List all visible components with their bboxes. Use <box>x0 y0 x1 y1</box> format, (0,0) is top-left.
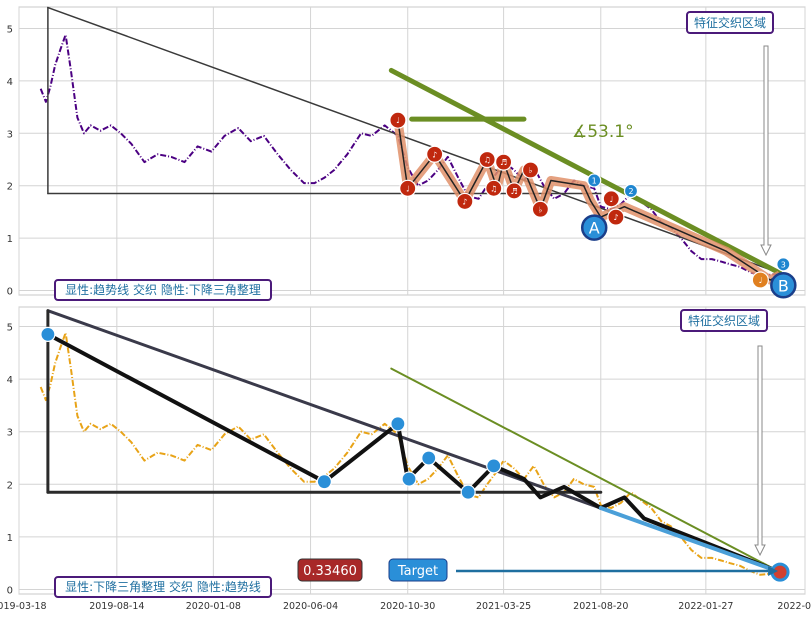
pivot-marker-label: ♪ <box>613 213 618 222</box>
price-badge-label: 0.33460 <box>303 564 357 579</box>
pivot-marker <box>505 182 523 200</box>
pivot-marker-label: ♫ <box>490 184 497 193</box>
angle-label: ∡53.1° <box>572 122 634 142</box>
price-badge <box>297 558 363 582</box>
zigzag-line <box>46 332 781 574</box>
chart-panel-top: 012345♩♩♪♪♫♫♬♬♭♭♩♪♩123AB∡53.1°特征交织区域显性:趋… <box>7 6 806 301</box>
zone-label-text: 特征交织区域 <box>688 313 760 328</box>
pivot-marker <box>421 450 437 466</box>
pivot-marker <box>401 471 417 487</box>
y-tick-label: 4 <box>7 77 13 88</box>
pivot-marker-label: 2 <box>628 187 633 196</box>
zone-arrow <box>754 345 766 557</box>
target-badge-label: Target <box>397 564 438 579</box>
y-tick-label: 1 <box>7 533 13 544</box>
y-tick-label: 2 <box>7 182 13 193</box>
pivot-marker-label: ♪ <box>432 150 437 159</box>
y-tick-label: 2 <box>7 480 13 491</box>
pivot-marker <box>399 179 417 197</box>
legend-box <box>54 279 272 301</box>
pivot-marker <box>316 474 332 490</box>
pivot-marker-label: ♬ <box>511 187 518 196</box>
pivot-marker-label: ♫ <box>484 156 491 165</box>
zigzag-line <box>397 120 781 281</box>
series-line-0 <box>39 331 781 576</box>
trendline-3 <box>388 67 783 276</box>
trendline-3 <box>390 367 782 574</box>
x-tick-label: 2019-03-18 <box>0 601 47 612</box>
pivot-marker-label: ♩ <box>396 116 400 125</box>
pivot-marker <box>521 161 540 179</box>
plot-frame <box>18 6 806 296</box>
pivot-marker <box>623 183 639 199</box>
pivot-marker <box>40 326 56 342</box>
pivot-marker <box>426 145 444 163</box>
y-tick-label: 1 <box>7 234 13 245</box>
big-marker <box>580 214 608 241</box>
big-marker-label: B <box>778 276 789 295</box>
x-tick-label: 2020-10-30 <box>380 601 435 612</box>
legend-text: 显性:趋势线 交织 隐性:下降三角整理 <box>65 282 261 297</box>
pivot-marker <box>776 257 791 272</box>
x-tick-label: 2021-03-25 <box>476 601 531 612</box>
zone-label-box <box>686 11 774 34</box>
pivot-marker-label: ♩ <box>609 195 613 204</box>
pivot-marker <box>485 179 503 197</box>
pivot-marker <box>495 153 513 171</box>
pivot-marker <box>486 458 502 474</box>
pivot-marker-label: 1 <box>592 176 597 185</box>
zone-arrow <box>760 45 772 257</box>
pivot-marker <box>389 111 407 129</box>
pivot-marker <box>607 208 625 226</box>
pivot-marker-label: ♭ <box>529 166 533 175</box>
y-tick-label: 3 <box>7 129 13 140</box>
pivot-marker <box>602 190 620 208</box>
y-tick-label: 5 <box>7 25 13 36</box>
trendline-0 <box>47 6 781 274</box>
x-tick-label: 2022-01-27 <box>678 601 733 612</box>
pivot-marker-label: ♬ <box>500 158 507 167</box>
zone-label-box <box>680 309 768 332</box>
pivot-marker <box>478 150 496 169</box>
pivot-marker-label: ♭ <box>538 205 542 214</box>
pivot-marker <box>390 416 406 432</box>
pivot-marker <box>587 173 602 188</box>
legend-text: 显性:下降三角整理 交织 隐性:趋势线 <box>65 579 261 594</box>
y-tick-label: 4 <box>7 375 13 386</box>
pivot-marker-label: 3 <box>781 260 786 269</box>
y-tick-label: 0 <box>7 287 13 298</box>
zigzag-final-leg <box>598 505 783 575</box>
big-marker-label: A <box>589 219 600 238</box>
x-tick-label: 2022-06-27 <box>777 601 811 612</box>
pivot-marker <box>531 200 549 218</box>
target-badge <box>388 558 448 582</box>
pivot-marker-label: ♩ <box>406 184 410 193</box>
zone-label-text: 特征交织区域 <box>694 15 766 30</box>
x-tick-label: 2019-08-14 <box>89 601 144 612</box>
pivot-marker-label: ♩ <box>758 276 762 285</box>
pivot-marker <box>751 271 769 289</box>
pivot-marker <box>456 192 474 211</box>
target-arrow-head <box>768 566 779 576</box>
pivot-marker-label: ♪ <box>462 197 467 206</box>
y-tick-label: 3 <box>7 428 13 439</box>
x-tick-label: 2020-01-08 <box>186 601 241 612</box>
plot-frame <box>18 306 806 595</box>
pivot-marker <box>460 484 476 500</box>
big-marker <box>770 272 797 299</box>
x-tick-label: 2021-08-20 <box>573 601 628 612</box>
legend-box <box>54 576 272 598</box>
y-tick-label: 5 <box>7 323 13 334</box>
x-tick-label: 2020-06-04 <box>283 601 338 612</box>
y-tick-label: 0 <box>7 586 13 597</box>
